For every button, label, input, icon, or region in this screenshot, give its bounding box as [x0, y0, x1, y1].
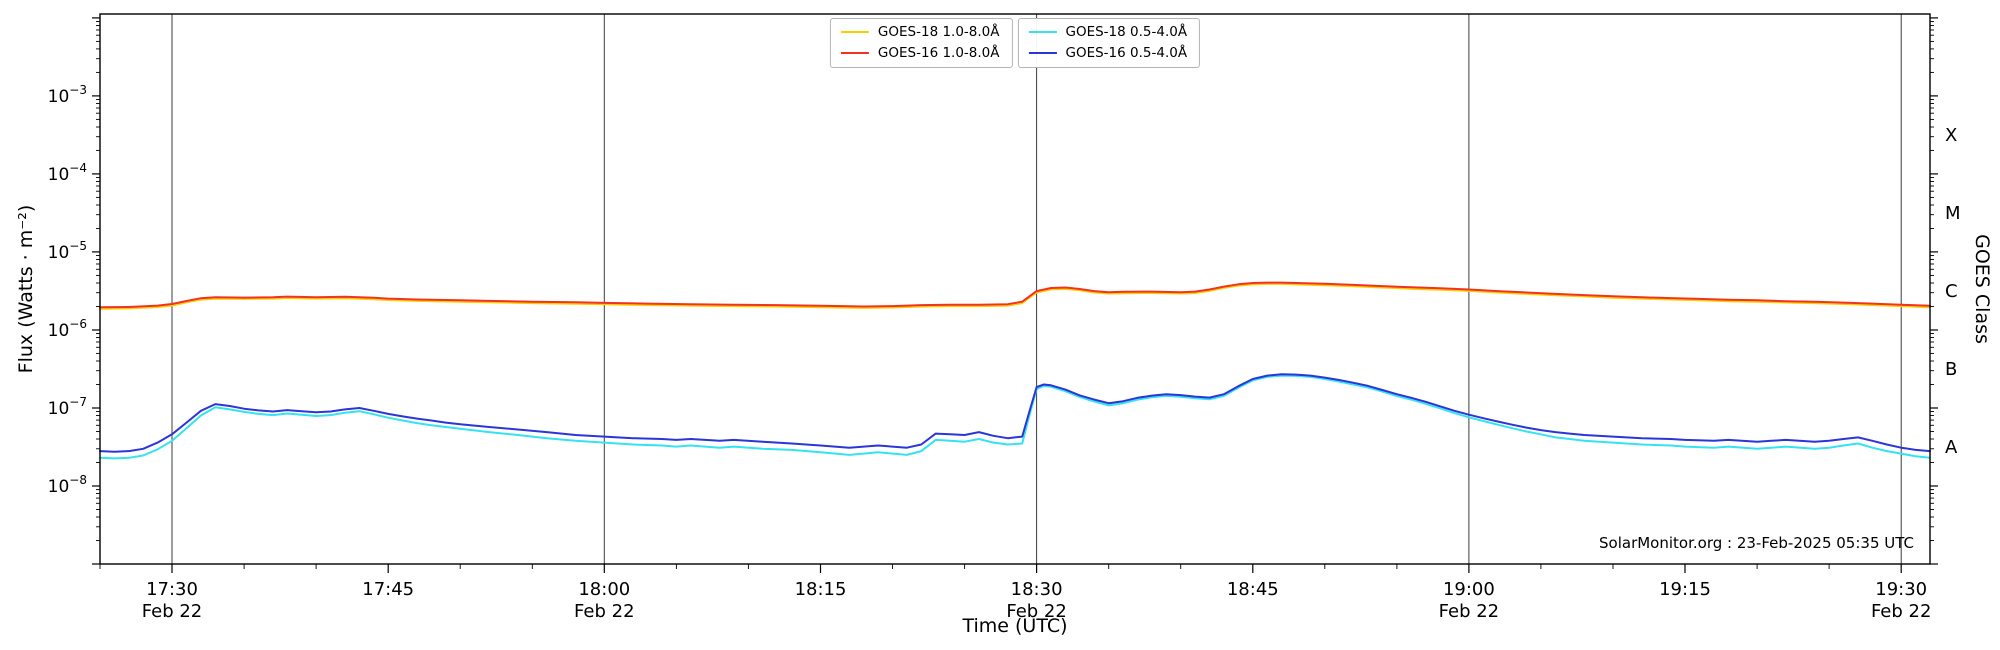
- legend-entry-goes16-long: GOES-16 1.0-8.0Å: [840, 44, 1000, 61]
- series-lines: [99, 281, 1931, 460]
- svg-text:10−4: 10−4: [48, 161, 87, 185]
- series-goes16-short: [99, 373, 1931, 453]
- svg-text:18:00: 18:00: [578, 579, 630, 600]
- series-goes18-short: [99, 374, 1931, 460]
- svg-text:18:30: 18:30: [1011, 579, 1063, 600]
- legend-entry-goes18-short: GOES-18 0.5-4.0Å: [1028, 24, 1188, 40]
- legend-entry-goes18-long: GOES-18 1.0-8.0Å: [840, 24, 1000, 40]
- series-goes16-long: [99, 281, 1931, 309]
- legend-line-swatch: [840, 31, 869, 34]
- svg-text:A: A: [1945, 437, 1958, 458]
- svg-text:19:00: 19:00: [1443, 579, 1495, 600]
- svg-text:C: C: [1945, 281, 1958, 302]
- svg-text:Feb 22: Feb 22: [1871, 601, 1932, 622]
- svg-text:M: M: [1945, 203, 1961, 224]
- y-axis-title: Flux (Watts · m⁻²): [15, 204, 37, 374]
- svg-text:10−7: 10−7: [48, 395, 87, 419]
- svg-text:10−8: 10−8: [48, 473, 87, 497]
- legend: GOES-18 1.0-8.0Å GOES-16 1.0-8.0Å GOES-18 …: [829, 18, 1201, 68]
- legend-line-swatch: [1028, 31, 1057, 34]
- source-annotation: SolarMonitor.org : 23-Feb-2025 05:35 UTC: [1599, 534, 1914, 552]
- right-axis-title: GOES Class: [1971, 234, 1993, 344]
- gridlines: [171, 14, 1902, 564]
- svg-text:19:15: 19:15: [1659, 579, 1711, 600]
- goes-class-labels: X M C B A: [1945, 125, 1961, 458]
- legend-label: GOES-18 0.5-4.0Å: [1065, 24, 1188, 40]
- legend-box-2: GOES-18 0.5-4.0Å GOES-16 0.5-4.0Å: [1017, 18, 1201, 68]
- svg-text:Feb 22: Feb 22: [574, 601, 635, 622]
- svg-text:10−5: 10−5: [48, 239, 87, 263]
- plot-frame: [99, 13, 1931, 565]
- legend-label: GOES-16 0.5-4.0Å: [1065, 44, 1188, 61]
- legend-box-1: GOES-18 1.0-8.0Å GOES-16 1.0-8.0Å: [829, 18, 1013, 68]
- legend-label: GOES-18 1.0-8.0Å: [877, 24, 1000, 40]
- x-axis-title: Time (UTC): [962, 615, 1068, 637]
- svg-text:Feb 22: Feb 22: [1006, 601, 1067, 622]
- svg-text:18:15: 18:15: [795, 579, 847, 600]
- legend-line-swatch: [840, 52, 869, 55]
- svg-text:10−3: 10−3: [48, 83, 87, 107]
- svg-text:18:45: 18:45: [1227, 579, 1279, 600]
- svg-text:Feb 22: Feb 22: [1439, 601, 1500, 622]
- svg-text:10−6: 10−6: [48, 317, 87, 341]
- svg-text:19:30: 19:30: [1875, 579, 1927, 600]
- series-goes18-long: [99, 282, 1931, 310]
- legend-label: GOES-16 1.0-8.0Å: [877, 44, 1000, 61]
- svg-text:17:30: 17:30: [146, 579, 198, 600]
- legend-line-swatch: [1028, 52, 1057, 55]
- svg-text:X: X: [1945, 125, 1957, 146]
- svg-text:Feb 22: Feb 22: [142, 601, 203, 622]
- y-axis-ticks: 10−8 10−7 10−6 10−5 10−4 10−3: [48, 17, 1938, 565]
- svg-text:17:45: 17:45: [362, 579, 414, 600]
- svg-text:B: B: [1945, 359, 1957, 380]
- legend-entry-goes16-short: GOES-16 0.5-4.0Å: [1028, 44, 1188, 61]
